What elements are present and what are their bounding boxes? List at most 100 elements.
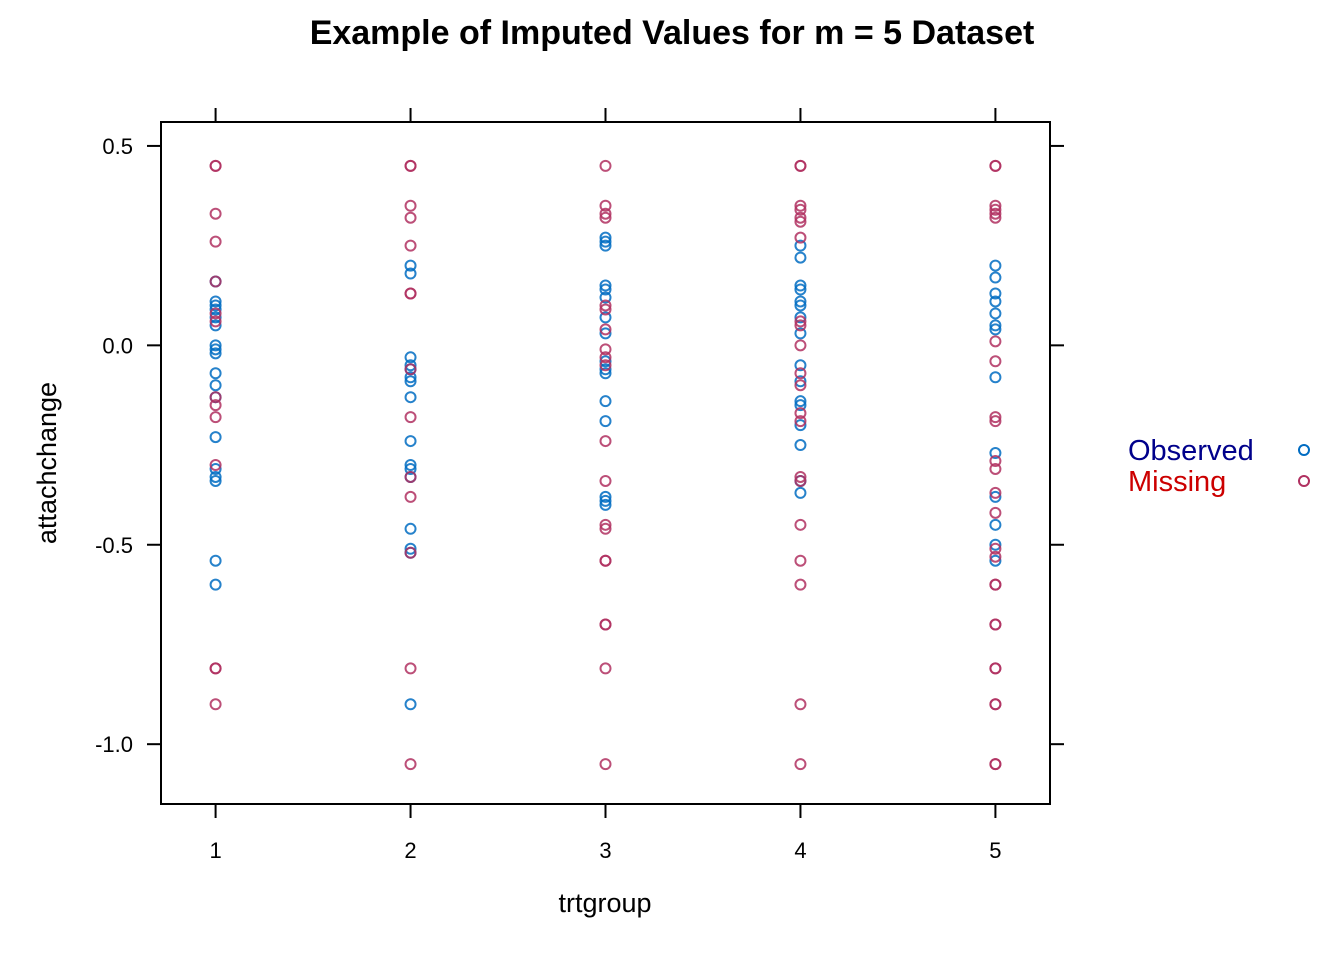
data-point — [989, 554, 1002, 567]
data-point — [794, 399, 807, 412]
data-point — [404, 546, 417, 559]
data-point — [404, 522, 417, 535]
x-tick-label: 4 — [794, 838, 806, 863]
data-point — [989, 578, 1002, 591]
data-point — [989, 758, 1002, 771]
data-point — [209, 235, 222, 248]
data-point — [989, 455, 1002, 468]
data-point — [794, 698, 807, 711]
data-point — [794, 211, 807, 224]
data-point — [794, 279, 807, 292]
data-point — [209, 470, 222, 483]
data-point — [404, 159, 417, 172]
series-missing — [209, 159, 1002, 771]
data-point — [599, 351, 612, 364]
data-point — [404, 542, 417, 555]
data-point — [404, 239, 417, 252]
data-point — [989, 335, 1002, 348]
data-point — [209, 399, 222, 412]
legend-marker — [1298, 444, 1310, 456]
y-tick-label: 0.0 — [102, 333, 133, 358]
data-point — [989, 447, 1002, 460]
data-point — [794, 319, 807, 332]
data-point — [209, 303, 222, 316]
data-point — [599, 211, 612, 224]
data-point — [599, 758, 612, 771]
data-point — [209, 159, 222, 172]
data-point — [404, 458, 417, 471]
data-point — [794, 379, 807, 392]
data-point — [404, 698, 417, 711]
data-point — [989, 307, 1002, 320]
data-point — [989, 371, 1002, 384]
data-point — [209, 319, 222, 332]
data-point — [209, 343, 222, 356]
data-point — [599, 618, 612, 631]
data-point — [794, 215, 807, 228]
data-point — [599, 498, 612, 511]
data-point — [794, 470, 807, 483]
data-point — [989, 319, 1002, 332]
data-point — [209, 379, 222, 392]
data-point — [794, 415, 807, 428]
x-tick-label: 1 — [209, 838, 221, 863]
data-point — [599, 235, 612, 248]
data-point — [989, 486, 1002, 499]
data-point — [794, 474, 807, 487]
data-point — [989, 295, 1002, 308]
data-point — [794, 367, 807, 380]
data-point — [599, 363, 612, 376]
data-point — [794, 339, 807, 352]
legend-label: Missing — [1128, 466, 1226, 498]
data-point — [989, 550, 1002, 563]
data-points — [209, 159, 1002, 771]
data-point — [989, 207, 1002, 220]
data-point — [989, 203, 1002, 216]
data-point — [794, 359, 807, 372]
data-point — [404, 359, 417, 372]
data-point — [599, 239, 612, 252]
data-point — [404, 287, 417, 300]
data-point — [209, 474, 222, 487]
data-point — [989, 199, 1002, 212]
data-point — [794, 311, 807, 324]
data-point — [209, 578, 222, 591]
data-point — [794, 375, 807, 388]
data-point — [989, 506, 1002, 519]
data-point — [599, 474, 612, 487]
data-point — [989, 323, 1002, 336]
data-point — [794, 327, 807, 340]
data-point — [404, 490, 417, 503]
data-point — [599, 355, 612, 368]
data-point — [404, 758, 417, 771]
data-point — [209, 662, 222, 675]
data-point — [989, 259, 1002, 272]
data-point — [599, 490, 612, 503]
data-point — [404, 371, 417, 384]
data-point — [209, 462, 222, 475]
data-point — [599, 395, 612, 408]
data-point — [794, 199, 807, 212]
data-point — [599, 311, 612, 324]
data-point — [989, 355, 1002, 368]
data-point — [794, 159, 807, 172]
data-point — [989, 211, 1002, 224]
data-point — [599, 415, 612, 428]
data-point — [794, 251, 807, 264]
data-point — [989, 415, 1002, 428]
data-point — [794, 554, 807, 567]
data-point — [599, 522, 612, 535]
data-point — [209, 458, 222, 471]
data-point — [989, 618, 1002, 631]
data-point — [794, 578, 807, 591]
data-point — [794, 295, 807, 308]
data-point — [794, 758, 807, 771]
data-point — [794, 239, 807, 252]
data-point — [794, 419, 807, 432]
data-point — [404, 462, 417, 475]
data-point — [404, 375, 417, 388]
data-point — [599, 159, 612, 172]
